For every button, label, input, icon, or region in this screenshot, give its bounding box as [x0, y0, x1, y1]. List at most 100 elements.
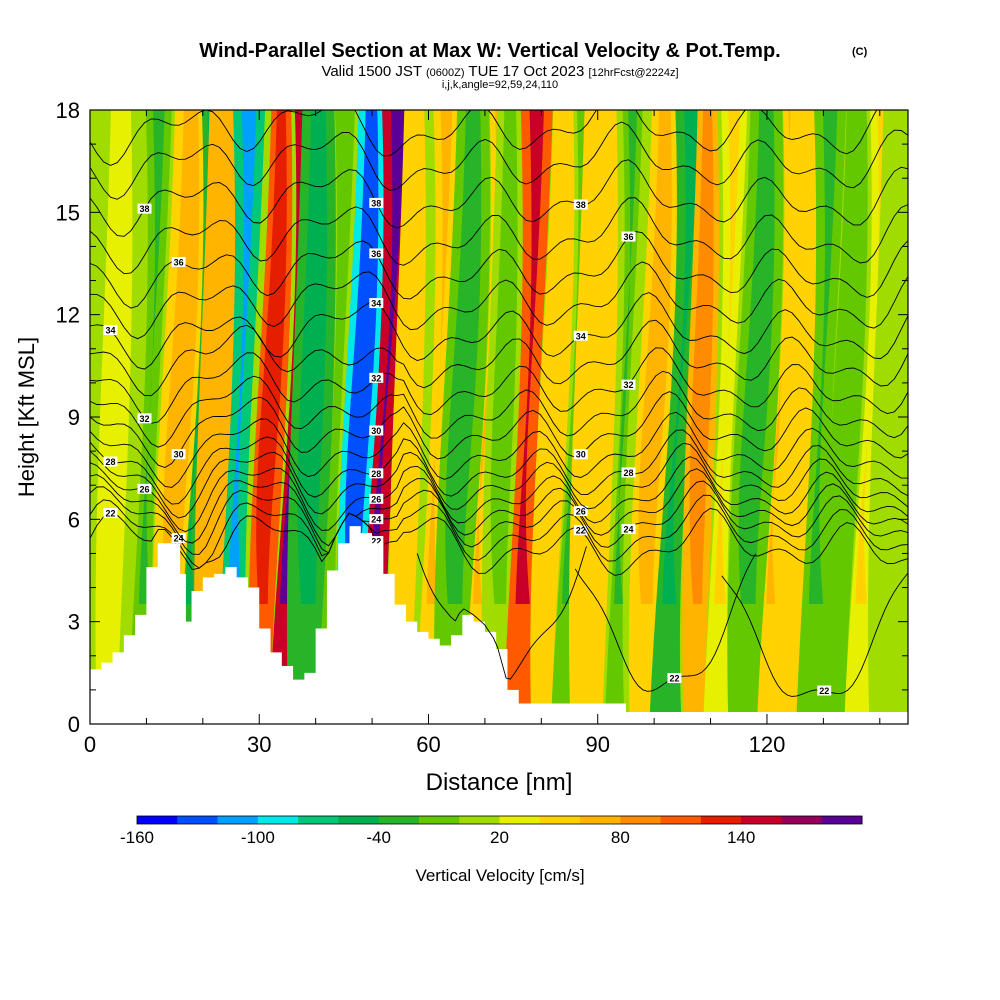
contour-label-bg [171, 449, 186, 460]
contour-label-bg [369, 197, 384, 208]
contour-label-bg [103, 508, 118, 519]
theta-contour [90, 231, 908, 309]
contour-label-bg [817, 685, 832, 696]
contour-label: 22 [105, 509, 115, 519]
contour-label: 28 [371, 469, 381, 479]
contour-label-bg [621, 231, 636, 242]
theta-contour [90, 494, 908, 569]
contour-label: 24 [624, 525, 634, 535]
contour-label: 34 [371, 299, 381, 309]
contour-label: 26 [371, 494, 381, 504]
colorbar-tick-label: -100 [241, 828, 275, 847]
colorbar-swatch [660, 816, 702, 824]
theta-contour [90, 429, 908, 505]
contour-label: 34 [576, 331, 586, 341]
theta-contour [90, 347, 908, 424]
colorbar-swatch [700, 816, 742, 824]
theta-contour [90, 121, 908, 200]
colorbar-swatch [257, 816, 299, 824]
w-band-core [297, 110, 328, 604]
theta-contour-low [416, 546, 587, 680]
contour-label-bg [369, 425, 384, 436]
theta-contour [90, 391, 908, 468]
w-band-core [396, 110, 421, 604]
contour-label-bg [171, 256, 186, 267]
w-band-core [426, 110, 453, 604]
colorbar-tick-label: 140 [727, 828, 755, 847]
subtitle-forecast: [12hrFcst@2224z] [588, 67, 678, 79]
theta-contour [90, 292, 908, 370]
w-band-core [638, 110, 672, 604]
theta-contour [90, 319, 908, 397]
colorbar-swatch [177, 816, 219, 824]
contour-label-bg [103, 325, 118, 336]
colorbar-frame [136, 815, 863, 825]
colorbar-swatch [741, 816, 782, 824]
contour-label-bg [369, 468, 384, 479]
colorbar-swatch [781, 816, 823, 824]
contour-label: 32 [371, 373, 381, 383]
w-band-core [368, 110, 406, 604]
contour-label: 30 [174, 450, 184, 460]
subtitle-date: TUE 17 Oct 2023 [468, 63, 584, 80]
contour-label: 24 [371, 515, 381, 525]
y-axis-label: Height [Kft MSL] [14, 337, 39, 497]
plot-area: 22 22 22 24 24 24 26 26 26 28 28 28 30 30 30 32 32 32 34 34… [90, 110, 908, 724]
colorbar-tick-label: -160 [120, 828, 154, 847]
w-band-core [490, 110, 518, 604]
w-band [703, 110, 748, 724]
contour-label: 38 [140, 204, 150, 214]
contour-label-bg [573, 525, 588, 536]
contour-label: 26 [576, 507, 586, 517]
contour-label-bg [369, 493, 384, 504]
contour-label: 22 [371, 537, 381, 547]
theta-contour [90, 370, 908, 448]
theta-contour [90, 442, 908, 519]
contour-label: 28 [105, 457, 115, 467]
theta-contour [90, 468, 908, 547]
colorbar-tick-label: -40 [366, 828, 391, 847]
colorbar-label: Vertical Velocity [cm/s] [415, 866, 584, 885]
contour-label-bg [573, 330, 588, 341]
colorbar-swatch [217, 816, 259, 824]
colorbar-swatch [821, 816, 863, 824]
w-band-core [579, 110, 610, 604]
contour-label-bg [621, 467, 636, 478]
contour-label-bg [103, 456, 118, 467]
x-axis-label: Distance [nm] [426, 769, 573, 796]
colorbar-swatch [539, 816, 581, 824]
theta-contour-low [721, 572, 908, 697]
w-band [415, 110, 460, 724]
w-band-core [831, 110, 863, 604]
contour-label: 22 [576, 526, 586, 536]
contour-label: 28 [624, 468, 634, 478]
contour-label: 32 [624, 380, 634, 390]
contour-label: 30 [576, 450, 586, 460]
theta-contour [90, 480, 908, 555]
theta-contour-low [574, 553, 757, 692]
contour-label: 38 [576, 200, 586, 210]
contour-label: 36 [371, 249, 381, 259]
w-band-core [326, 110, 350, 604]
colorbar-swatch [338, 816, 380, 824]
theta-contour [90, 261, 908, 340]
contour-label-bg [369, 514, 384, 525]
y-tick-label: 3 [68, 610, 80, 635]
contour-label-bg [621, 379, 636, 390]
theta-contour [90, 456, 908, 533]
contour-label: 32 [140, 414, 150, 424]
theta-contour [90, 507, 908, 576]
contour-label: 22 [669, 674, 679, 684]
contour-label: 22 [819, 686, 829, 696]
colorbar-swatch [137, 816, 178, 824]
y-tick-label: 15 [56, 200, 80, 225]
chart-title-mark: (C) [852, 46, 868, 58]
subtitle-valid: Valid 1500 JST [321, 63, 421, 80]
colorbar-tick-label: 20 [490, 828, 509, 847]
colorbar-tick-label: 80 [611, 828, 630, 847]
colorbar-swatch [418, 816, 460, 824]
x-tick-label: 0 [84, 732, 96, 757]
w-band-core [163, 110, 200, 604]
